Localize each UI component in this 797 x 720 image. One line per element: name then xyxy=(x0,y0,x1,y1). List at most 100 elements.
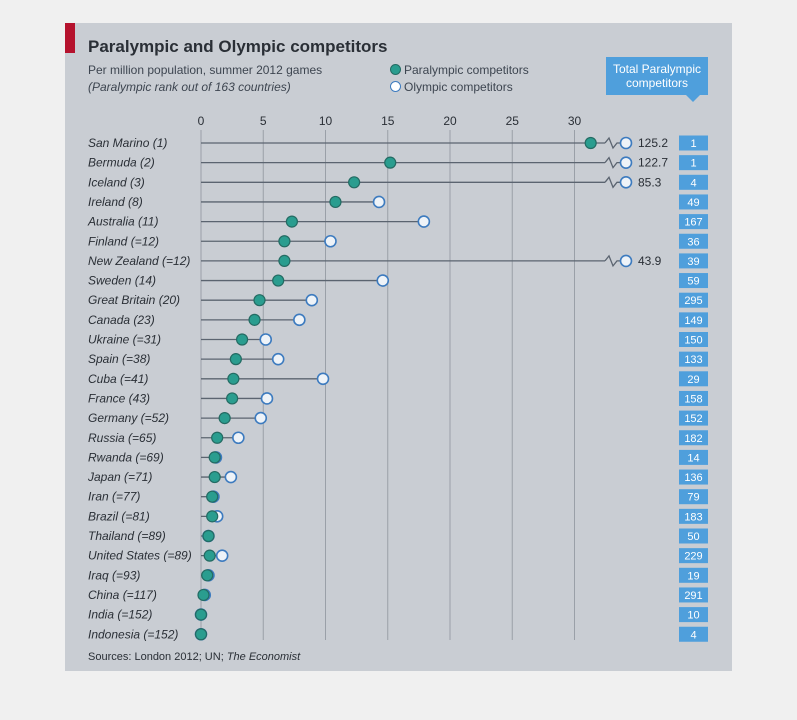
total-value: 291 xyxy=(684,590,702,602)
paralympic-point xyxy=(272,274,285,287)
legend-label-olympic: Olympic competitors xyxy=(404,80,513,94)
paralympic-point xyxy=(206,490,219,503)
country-label: Bermuda (2) xyxy=(88,156,155,170)
total-cell xyxy=(679,626,708,642)
row-9: Canada (23) 149 xyxy=(88,312,708,328)
paralympic-point xyxy=(235,333,249,346)
paralympic-point xyxy=(194,628,208,641)
olympic-point xyxy=(376,274,390,287)
olympic-point xyxy=(271,352,285,366)
olympic-value-label: 122.7 xyxy=(638,156,668,170)
country-label: Japan (=71) xyxy=(87,470,152,484)
paralympic-point xyxy=(208,451,221,464)
olympic-point xyxy=(619,176,633,189)
olympic-point xyxy=(305,293,319,307)
country-label: Thailand (=89) xyxy=(88,529,166,543)
total-value: 4 xyxy=(690,177,696,189)
olympic-point xyxy=(324,234,337,248)
total-cell xyxy=(679,292,708,308)
country-label: Iran (=77) xyxy=(88,490,140,504)
total-cell xyxy=(679,548,708,564)
country-label: Rwanda (=69) xyxy=(88,450,164,464)
total-cell xyxy=(679,489,708,505)
olympic-point xyxy=(254,411,268,425)
country-label: United States (=89) xyxy=(88,549,192,563)
paralympic-point xyxy=(202,529,215,543)
olympic-point xyxy=(215,549,229,562)
row-13: France (43) 158 xyxy=(88,390,708,406)
total-value: 150 xyxy=(684,335,702,347)
olympic-value-label: 85.3 xyxy=(638,175,662,189)
chart-title: Paralympic and Olympic competitors xyxy=(88,37,388,56)
olympic-point xyxy=(293,313,306,327)
olympic-point xyxy=(417,215,431,228)
paralympic-point xyxy=(201,569,214,582)
row-15: Russia (=65) 182 xyxy=(88,430,708,446)
total-cell xyxy=(679,371,708,387)
total-cell xyxy=(679,194,708,210)
rows: San Marino (1) 125.2 1 Bermuda (2) 122.7 1 Ice… xyxy=(87,135,708,642)
row-17: Japan (=71) 136 xyxy=(87,469,708,485)
olympic-point xyxy=(619,254,633,268)
total-value: 29 xyxy=(687,374,699,386)
country-label: France (43) xyxy=(88,391,150,405)
total-value: 136 xyxy=(684,472,702,484)
total-value: 1 xyxy=(690,158,696,170)
country-label: Great Britain (20) xyxy=(88,293,180,307)
x-tick-label-25: 25 xyxy=(506,114,520,128)
olympic-value-label: 125.2 xyxy=(638,136,668,150)
olympic-point xyxy=(260,392,274,405)
total-value: 14 xyxy=(687,452,699,464)
paralympic-point xyxy=(211,431,224,444)
total-cell xyxy=(679,214,708,230)
country-label: Canada (23) xyxy=(88,313,155,327)
x-tick-label-10: 10 xyxy=(319,114,333,128)
olympic-point xyxy=(372,195,386,209)
total-cell xyxy=(679,312,708,328)
row-12: Cuba (=41) 29 xyxy=(88,371,708,387)
total-value: 50 xyxy=(687,531,699,543)
country-label: China (=117) xyxy=(88,588,157,602)
total-header-pointer xyxy=(686,95,700,102)
paralympic-point xyxy=(203,549,216,562)
total-cell xyxy=(679,390,708,406)
chart-card xyxy=(65,23,732,671)
country-label: Iceland (3) xyxy=(88,175,145,189)
legend-label-paralympic: Paralympic competitors xyxy=(404,63,529,77)
olympic-point xyxy=(316,372,330,386)
row-22: Iraq (=93) 19 xyxy=(88,567,708,583)
row-4: Australia (11) 167 xyxy=(87,214,708,230)
total-value: 229 xyxy=(684,551,702,563)
legend-item-paralympic: Paralympic competitors xyxy=(390,63,529,77)
total-cell xyxy=(679,174,708,190)
total-value: 10 xyxy=(687,610,699,622)
total-value: 133 xyxy=(684,354,702,366)
country-label: New Zealand (=12) xyxy=(88,254,190,268)
row-2: Iceland (3) 85.3 4 xyxy=(88,174,708,190)
row-0: San Marino (1) 125.2 1 xyxy=(88,135,708,151)
gridlines xyxy=(200,130,575,640)
paralympic-point xyxy=(208,470,221,484)
country-label: Spain (=38) xyxy=(88,352,150,366)
paralympic-point xyxy=(584,136,597,150)
country-label: Finland (=12) xyxy=(88,234,159,248)
row-7: Sweden (14) 59 xyxy=(88,273,708,289)
row-5: Finland (=12) 36 xyxy=(88,233,708,249)
paralympic-point xyxy=(229,353,242,366)
paralympic-point xyxy=(206,510,219,523)
paralympic-point xyxy=(348,176,361,189)
country-label: Australia (11) xyxy=(87,215,158,229)
total-paralympic-header: Total Paralympic competitors xyxy=(606,57,708,95)
total-value: 36 xyxy=(687,236,699,248)
chart-subtitle-rank-note: (Paralympic rank out of 163 countries) xyxy=(88,80,291,94)
country-label: Indonesia (=152) xyxy=(88,627,178,641)
total-cell xyxy=(679,351,708,367)
olympic-point xyxy=(619,156,633,169)
x-tick-label-30: 30 xyxy=(568,114,582,128)
total-value: 19 xyxy=(687,570,699,582)
country-label: Brazil (=81) xyxy=(88,509,150,523)
source-text: Sources: London 2012; UN; xyxy=(88,651,227,663)
paralympic-point xyxy=(218,412,231,425)
x-axis-ticks: 0 5 10 15 20 25 30 xyxy=(198,114,582,128)
